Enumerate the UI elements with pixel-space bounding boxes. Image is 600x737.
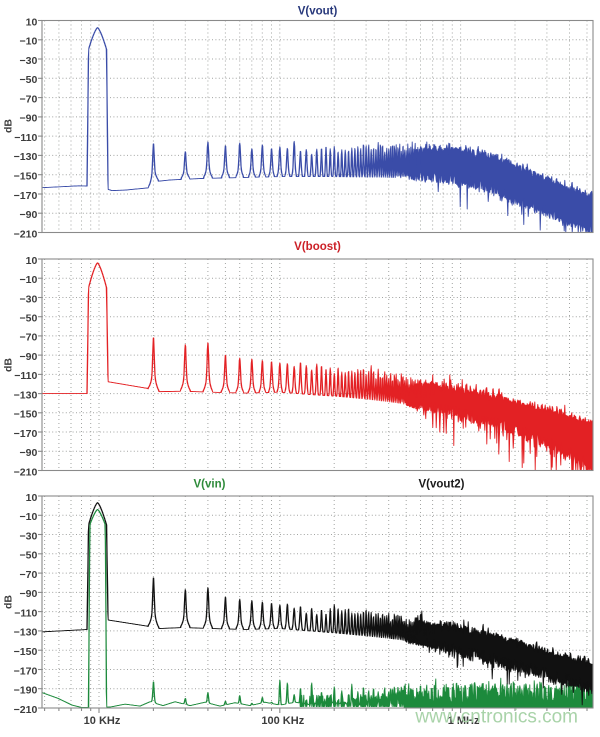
svg-text:V(boost): V(boost)	[294, 241, 341, 253]
svg-text:10 KHz: 10 KHz	[84, 715, 121, 727]
svg-text:100 KHz: 100 KHz	[261, 715, 304, 727]
svg-text:−90: −90	[19, 351, 37, 363]
svg-text:−50: −50	[19, 74, 37, 86]
svg-text:V(vout): V(vout)	[298, 6, 338, 18]
svg-text:−110: −110	[14, 132, 37, 144]
svg-text:−130: −130	[14, 389, 38, 401]
svg-text:V(vin): V(vin)	[194, 479, 226, 491]
svg-text:10: 10	[26, 16, 38, 28]
svg-text:−70: −70	[19, 569, 37, 581]
svg-text:−210: −210	[14, 466, 38, 478]
svg-text:−170: −170	[14, 428, 38, 440]
svg-text:dB: dB	[3, 119, 15, 133]
svg-text:dB: dB	[3, 358, 15, 372]
svg-text:−90: −90	[19, 113, 37, 125]
svg-text:−150: −150	[14, 171, 38, 183]
svg-text:−190: −190	[14, 685, 38, 697]
svg-text:−70: −70	[19, 93, 37, 105]
svg-text:−10: −10	[19, 36, 37, 48]
svg-text:−130: −130	[14, 151, 38, 163]
svg-text:−110: −110	[14, 370, 37, 382]
svg-text:−30: −30	[19, 55, 37, 67]
svg-text:−150: −150	[14, 409, 38, 421]
svg-text:1 MHz: 1 MHz	[448, 715, 480, 727]
svg-text:−50: −50	[19, 550, 37, 562]
svg-text:−30: −30	[19, 530, 37, 542]
svg-text:www.cntronics.com: www.cntronics.com	[414, 707, 578, 728]
svg-text:−30: −30	[19, 293, 37, 305]
svg-text:−10: −10	[19, 274, 37, 286]
svg-text:10: 10	[26, 255, 38, 267]
svg-text:−70: −70	[19, 332, 37, 344]
svg-text:−50: −50	[19, 313, 37, 325]
svg-text:dB: dB	[3, 595, 15, 609]
svg-text:−10: −10	[19, 511, 37, 523]
svg-text:−90: −90	[19, 447, 37, 459]
svg-text:−150: −150	[14, 646, 38, 658]
svg-text:−210: −210	[14, 228, 38, 240]
svg-text:−90: −90	[19, 209, 37, 221]
svg-text:−210: −210	[14, 704, 38, 716]
svg-text:−90: −90	[19, 588, 37, 600]
svg-text:−110: −110	[14, 607, 37, 619]
svg-text:−170: −170	[14, 665, 38, 677]
svg-text:−130: −130	[14, 627, 38, 639]
svg-text:V(vout2): V(vout2)	[419, 479, 465, 491]
svg-text:−170: −170	[14, 190, 38, 202]
svg-text:10: 10	[26, 492, 38, 504]
